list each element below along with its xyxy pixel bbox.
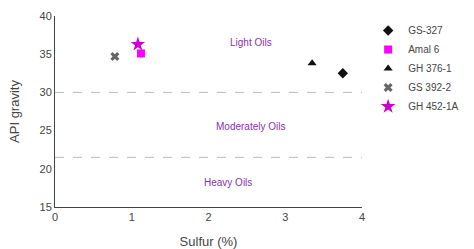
svg-text:Moderately Oils: Moderately Oils (216, 121, 285, 132)
svg-text:GS 392-2: GS 392-2 (408, 82, 451, 93)
svg-text:40: 40 (40, 10, 52, 22)
svg-text:25: 25 (40, 124, 52, 136)
svg-text:30: 30 (40, 86, 52, 98)
svg-text:35: 35 (40, 48, 52, 60)
svg-text:Amal 6: Amal 6 (408, 44, 440, 55)
svg-text:1: 1 (129, 211, 135, 223)
svg-text:GS-327: GS-327 (408, 25, 443, 36)
svg-text:API gravity: API gravity (7, 80, 22, 143)
svg-text:Sulfur (%): Sulfur (%) (180, 234, 238, 249)
svg-text:Heavy Oils: Heavy Oils (204, 177, 252, 188)
svg-text:15: 15 (40, 201, 52, 213)
svg-text:0: 0 (52, 211, 58, 223)
svg-text:4: 4 (359, 211, 365, 223)
svg-text:3: 3 (282, 211, 288, 223)
svg-text:2: 2 (205, 211, 211, 223)
svg-text:20: 20 (40, 163, 52, 175)
svg-text:GH 452-1A: GH 452-1A (408, 101, 458, 112)
svg-text:Light Oils: Light Oils (230, 37, 272, 48)
svg-text:GH 376-1: GH 376-1 (408, 63, 452, 74)
